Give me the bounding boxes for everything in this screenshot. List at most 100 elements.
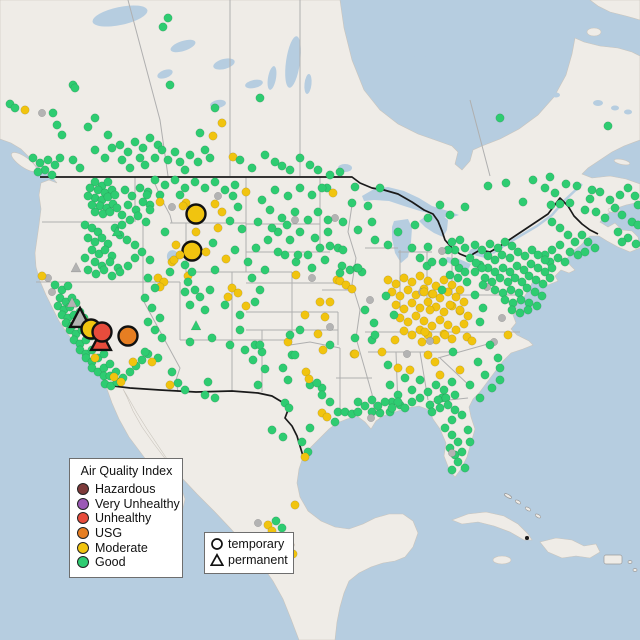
station-dot[interactable]	[370, 330, 380, 340]
event-marker-large[interactable]	[181, 240, 203, 262]
station-dot[interactable]	[167, 367, 177, 377]
station-dot[interactable]	[497, 250, 507, 260]
station-dot[interactable]	[163, 155, 173, 165]
station-dot[interactable]	[450, 257, 460, 267]
station-dot[interactable]	[221, 254, 231, 264]
station-dot[interactable]	[410, 220, 420, 230]
station-dot[interactable]	[633, 220, 640, 230]
station-dot[interactable]	[435, 403, 445, 413]
station-dot[interactable]	[312, 378, 322, 388]
station-dot[interactable]	[423, 350, 433, 360]
station-dot[interactable]	[155, 197, 165, 207]
station-dot[interactable]	[125, 367, 135, 377]
station-dot[interactable]	[603, 121, 613, 131]
station-dot[interactable]	[407, 330, 417, 340]
station-dot[interactable]	[53, 301, 63, 311]
station-dot[interactable]	[623, 233, 633, 243]
station-dot[interactable]	[320, 255, 330, 265]
station-dot[interactable]	[185, 300, 195, 310]
station-dot[interactable]	[200, 390, 210, 400]
station-dot[interactable]	[391, 279, 401, 289]
station-dot[interactable]	[380, 397, 390, 407]
station-dot[interactable]	[490, 255, 500, 265]
station-dot[interactable]	[360, 305, 370, 315]
station-dot[interactable]	[427, 407, 437, 417]
station-dot[interactable]	[590, 243, 600, 253]
station-dot[interactable]	[335, 167, 345, 177]
station-dot[interactable]	[420, 327, 430, 337]
station-dot[interactable]	[122, 235, 132, 245]
station-dot[interactable]	[507, 241, 517, 251]
station-dot[interactable]	[395, 291, 405, 301]
station-dot[interactable]	[391, 300, 401, 310]
station-dot[interactable]	[100, 153, 110, 163]
station-dot[interactable]	[220, 300, 230, 310]
station-dot[interactable]	[477, 245, 487, 255]
station-dot[interactable]	[580, 205, 590, 215]
station-dot[interactable]	[347, 284, 357, 294]
station-dot[interactable]	[495, 363, 505, 373]
station-dot[interactable]	[518, 197, 528, 207]
station-dot[interactable]	[147, 357, 157, 367]
station-dot[interactable]	[273, 227, 283, 237]
station-dot[interactable]	[473, 357, 483, 367]
station-dot[interactable]	[377, 347, 387, 357]
station-dot[interactable]	[528, 175, 538, 185]
station-dot[interactable]	[419, 316, 429, 326]
station-dot[interactable]	[454, 263, 464, 273]
station-dot[interactable]	[195, 292, 205, 302]
station-dot[interactable]	[180, 165, 190, 175]
station-dot[interactable]	[475, 393, 485, 403]
station-dot[interactable]	[470, 290, 480, 300]
station-dot[interactable]	[48, 108, 58, 118]
station-dot[interactable]	[435, 370, 445, 380]
station-dot[interactable]	[91, 269, 101, 279]
station-dot[interactable]	[560, 257, 570, 267]
station-dot[interactable]	[291, 216, 299, 224]
station-dot[interactable]	[443, 320, 453, 330]
station-dot[interactable]	[503, 330, 513, 340]
station-dot[interactable]	[498, 263, 508, 273]
station-dot[interactable]	[460, 202, 470, 212]
station-dot[interactable]	[235, 310, 245, 320]
station-dot[interactable]	[440, 423, 450, 433]
station-dot[interactable]	[453, 273, 463, 283]
station-dot[interactable]	[524, 535, 530, 541]
station-dot[interactable]	[106, 381, 116, 391]
station-dot[interactable]	[187, 267, 197, 277]
station-dot[interactable]	[428, 289, 438, 299]
station-dot[interactable]	[577, 230, 587, 240]
station-dot[interactable]	[426, 337, 434, 345]
station-dot[interactable]	[300, 310, 310, 320]
station-dot[interactable]	[347, 198, 357, 208]
station-dot[interactable]	[523, 305, 533, 315]
station-dot[interactable]	[325, 297, 335, 307]
station-dot[interactable]	[55, 153, 65, 163]
station-dot[interactable]	[415, 271, 425, 281]
station-dot[interactable]	[83, 122, 93, 132]
station-dot[interactable]	[277, 523, 287, 533]
station-dot[interactable]	[407, 243, 417, 253]
station-dot[interactable]	[407, 397, 417, 407]
station-dot[interactable]	[143, 273, 153, 283]
station-dot[interactable]	[400, 373, 410, 383]
station-dot[interactable]	[325, 170, 335, 180]
station-dot[interactable]	[140, 293, 150, 303]
station-dot[interactable]	[399, 273, 409, 283]
station-dot[interactable]	[325, 397, 335, 407]
station-dot[interactable]	[390, 335, 400, 345]
station-dot[interactable]	[220, 185, 230, 195]
station-dot[interactable]	[90, 237, 100, 247]
station-dot[interactable]	[157, 333, 167, 343]
station-dot[interactable]	[90, 113, 100, 123]
station-dot[interactable]	[547, 245, 557, 255]
station-dot[interactable]	[201, 247, 211, 257]
station-dot[interactable]	[230, 180, 240, 190]
station-dot[interactable]	[260, 150, 270, 160]
station-dot[interactable]	[522, 283, 532, 293]
station-dot[interactable]	[353, 225, 363, 235]
station-dot[interactable]	[43, 155, 53, 165]
station-dot[interactable]	[210, 265, 220, 275]
station-dot[interactable]	[223, 292, 233, 302]
station-dot[interactable]	[107, 143, 117, 153]
